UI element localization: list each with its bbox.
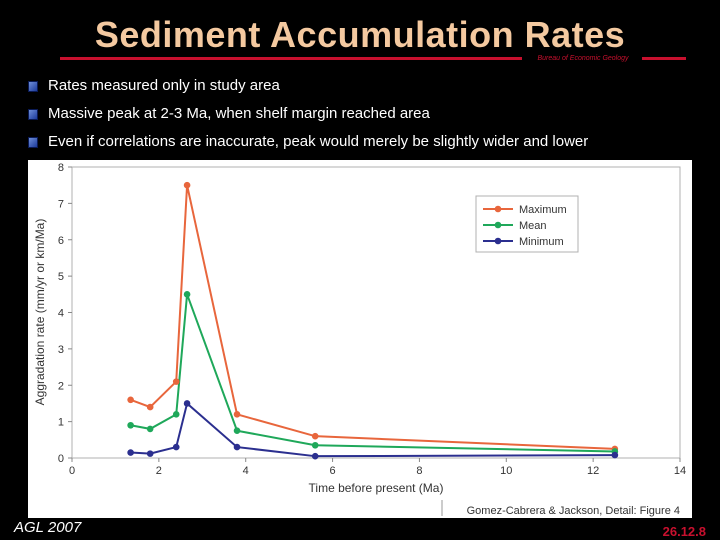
plot-area <box>71 166 681 459</box>
x-tick-label: 10 <box>500 465 512 477</box>
data-point-maximum <box>127 396 134 404</box>
x-tick-label: 6 <box>330 465 336 477</box>
x-tick-label: 14 <box>674 465 686 477</box>
x-tick-label: 0 <box>69 465 75 477</box>
data-point-mean <box>127 421 134 429</box>
x-tick-label: 2 <box>156 465 162 477</box>
footer-left-label: AGL 2007 <box>14 519 82 536</box>
data-point-maximum <box>146 403 154 411</box>
bullet-square-icon <box>28 137 38 148</box>
legend-label-mean: Mean <box>519 220 547 232</box>
x-axis-label: Time before present (Ma) <box>309 481 444 495</box>
org-label: Bureau of Economic Geology <box>537 55 629 62</box>
legend-label-maximum: Maximum <box>519 204 567 216</box>
slide-number: 26.12.8 <box>662 524 706 539</box>
data-point-minimum <box>611 451 619 459</box>
y-tick-label: 8 <box>58 162 64 174</box>
legend-marker-minimum <box>494 237 502 245</box>
data-point-minimum <box>146 450 154 457</box>
bullet-text: Rates measured only in study area <box>48 77 280 94</box>
data-point-maximum <box>172 378 180 385</box>
y-tick-label: 1 <box>58 417 64 429</box>
y-tick-label: 3 <box>58 344 64 356</box>
data-point-minimum <box>233 443 241 451</box>
bullet-square-icon <box>28 109 38 120</box>
data-point-minimum <box>311 452 319 460</box>
x-tick-label: 12 <box>587 465 599 477</box>
data-point-mean <box>311 441 319 449</box>
y-tick-label: 0 <box>58 453 64 465</box>
legend-label-minimum: Minimum <box>519 236 564 248</box>
bullet-item: Massive peak at 2-3 Ma, when shelf margi… <box>28 104 718 132</box>
y-axis-label: Aggradation rate (mm/yr or km/Ma) <box>33 219 47 406</box>
data-point-maximum <box>311 432 319 440</box>
x-tick-label: 8 <box>416 465 422 477</box>
data-point-minimum <box>127 449 134 456</box>
data-point-mean <box>146 425 154 433</box>
data-point-maximum <box>233 411 241 418</box>
x-tick-label: 4 <box>243 465 249 477</box>
legend-marker-mean <box>494 221 502 229</box>
bullet-item: Rates measured only in study area <box>28 76 718 104</box>
legend-marker-maximum <box>494 205 502 213</box>
figure-caption: Gomez-Cabrera & Jackson, Detail: Figure … <box>467 505 680 517</box>
y-tick-label: 5 <box>58 271 64 283</box>
bullet-list: Rates measured only in study area Massiv… <box>28 76 718 160</box>
data-point-mean <box>172 411 180 418</box>
title-rule-right <box>642 57 686 60</box>
data-point-mean <box>183 291 191 298</box>
bullet-text: Massive peak at 2-3 Ma, when shelf margi… <box>48 105 430 122</box>
title-rule-left <box>60 57 522 60</box>
slide-title: Sediment Accumulation Rates <box>94 14 626 55</box>
data-point-maximum <box>183 181 191 189</box>
bullet-text: Even if correlations are inaccurate, pea… <box>48 133 589 150</box>
bullet-item: Even if correlations are inaccurate, pea… <box>28 132 718 160</box>
y-tick-label: 4 <box>58 308 64 320</box>
y-tick-label: 7 <box>58 198 64 210</box>
bullet-square-icon <box>28 81 38 92</box>
y-tick-label: 2 <box>58 380 64 392</box>
y-tick-label: 6 <box>58 235 64 247</box>
data-point-minimum <box>183 400 191 407</box>
chart-figure: 0 2 4 6 8 10 12 14 0 1 2 3 4 5 6 7 8 Maximum Mean Minimum … <box>28 160 692 518</box>
data-point-minimum <box>172 443 180 451</box>
data-point-mean <box>233 427 241 435</box>
